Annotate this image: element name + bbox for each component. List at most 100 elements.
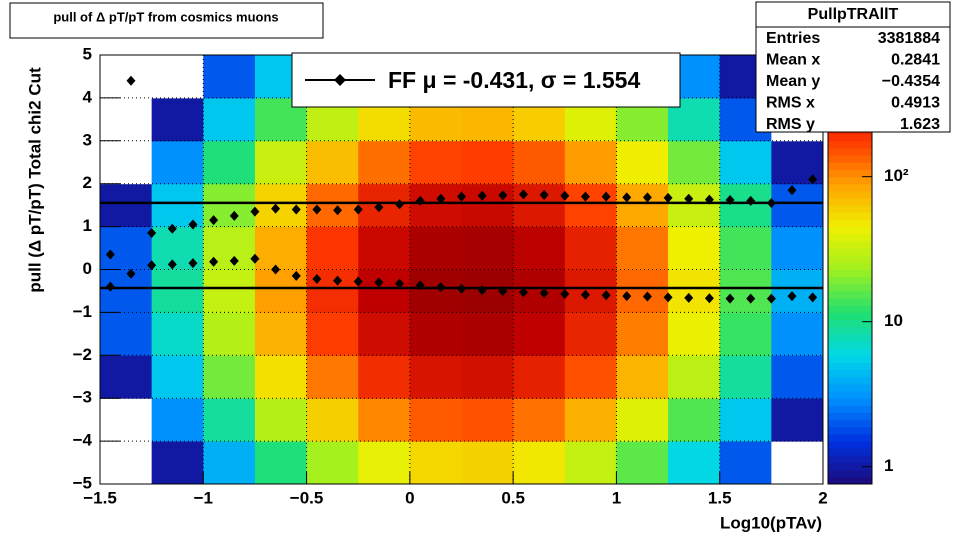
marker — [560, 288, 570, 299]
color-bar-step — [828, 283, 872, 292]
heatmap-cell — [151, 183, 204, 228]
color-bar-step — [828, 212, 872, 220]
marker — [415, 280, 425, 291]
heatmap-cell — [203, 55, 256, 99]
marker — [601, 191, 611, 202]
heatmap-cell — [668, 183, 721, 228]
color-bar-step — [828, 305, 872, 313]
color-bar-step — [828, 290, 872, 299]
marker — [746, 293, 756, 304]
heatmap-cell — [358, 140, 411, 185]
y-tick-label: 2 — [83, 173, 92, 192]
marker — [518, 287, 528, 298]
heatmap-cell — [771, 441, 824, 485]
heatmap-cell — [358, 226, 411, 270]
marker — [457, 283, 466, 294]
heatmap-cell — [254, 355, 308, 399]
heatmap-cell — [203, 312, 256, 356]
color-bar-step — [828, 198, 872, 206]
marker — [808, 174, 818, 185]
marker — [229, 210, 239, 221]
heatmap-cell — [771, 312, 824, 356]
marker — [642, 291, 652, 302]
color-bar-step — [828, 140, 872, 149]
heatmap-cell — [306, 441, 359, 485]
stats-box: PullpTRAllT Entries 3381884 Mean x 0.2841 Me… — [755, 1, 951, 133]
heatmap-cell — [203, 140, 256, 185]
heatmap-cell — [100, 441, 153, 485]
stats-value: 1.623 — [900, 116, 940, 133]
z-tick-label: 10 — [884, 311, 903, 330]
heatmap-cell — [409, 355, 462, 399]
heatmap-cell — [616, 183, 669, 228]
stats-name: RMS x — [766, 95, 815, 112]
legend-marker — [334, 74, 346, 86]
marker — [105, 249, 115, 260]
color-bar-step — [828, 312, 872, 321]
x-tick-label: 1.5 — [708, 488, 732, 507]
y-tick-label: −1 — [73, 302, 92, 321]
heatmap-cell — [409, 312, 462, 356]
heatmap-cell — [461, 441, 514, 485]
heatmap-cell — [616, 269, 669, 313]
marker — [436, 282, 446, 293]
heatmap-cell — [771, 398, 824, 442]
color-bar-step — [828, 133, 872, 142]
heatmap-cell — [564, 183, 617, 228]
heatmap-cell — [100, 312, 153, 356]
marker — [415, 195, 425, 206]
stats-value: 3381884 — [878, 30, 940, 47]
marker — [105, 281, 115, 292]
color-bar-step — [828, 176, 872, 185]
marker — [601, 290, 611, 301]
heatmap-cell — [306, 183, 359, 228]
color-bar-step — [828, 276, 872, 285]
x-axis-label: Log10(pTAv) — [720, 513, 822, 532]
color-bar-step — [828, 183, 872, 192]
heatmap-cell — [771, 269, 824, 313]
heatmap-cell — [151, 97, 204, 142]
color-bar-step — [828, 369, 872, 378]
marker — [188, 219, 198, 230]
marker — [580, 191, 590, 202]
marker — [395, 278, 405, 289]
marker — [725, 195, 735, 206]
marker — [704, 194, 714, 205]
marker — [312, 273, 322, 284]
color-bar-step — [828, 262, 872, 270]
heatmap-cell — [616, 312, 669, 356]
color-bar-step — [828, 190, 872, 199]
heatmap-cell — [668, 355, 721, 399]
marker — [766, 198, 776, 209]
heatmap-cell — [100, 226, 153, 270]
color-bar-step — [828, 155, 872, 163]
marker — [580, 289, 590, 300]
heatmap-cell — [306, 226, 359, 270]
marker — [498, 190, 508, 201]
heatmap-cell — [151, 312, 204, 356]
color-bar-step — [828, 398, 872, 406]
y-axis-label: pull (Δ pT/pT) Total chi2 Cut — [25, 67, 44, 293]
color-bar-step — [828, 219, 872, 228]
marker — [250, 206, 260, 217]
y-tick-label: 4 — [83, 87, 93, 106]
color-bar-step — [828, 419, 872, 428]
heatmap-cell — [100, 140, 153, 185]
heatmap-cell — [100, 269, 153, 313]
marker — [787, 291, 797, 302]
heatmap-cell — [616, 226, 669, 270]
marker — [147, 260, 157, 271]
stats-name: Entries — [766, 30, 820, 47]
axes: −1.5 −1 −0.5 0 0.5 1 1.5 2 −5 −4 −3 −2 −1 0 1 2 3 4 5 — [73, 44, 828, 507]
marker — [622, 192, 632, 203]
heatmap-cell — [564, 140, 617, 185]
marker — [539, 288, 549, 299]
heatmap-cell — [461, 226, 514, 270]
heatmap-cell — [719, 312, 772, 356]
marker — [477, 190, 487, 201]
color-bar-step — [828, 233, 872, 242]
marker — [167, 259, 177, 270]
x-tick-label: 0.5 — [501, 488, 525, 507]
marker — [126, 75, 136, 86]
color-bar-step — [828, 448, 872, 456]
